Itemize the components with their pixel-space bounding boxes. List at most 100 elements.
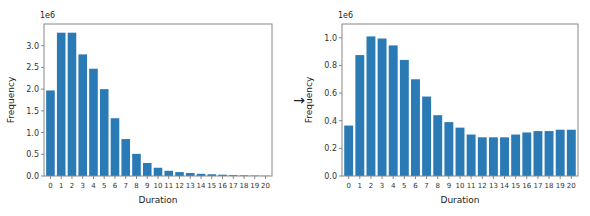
y-tick-label: 0.6 — [324, 89, 337, 98]
y-tick-label: 0.4 — [324, 117, 337, 126]
bar — [78, 54, 87, 176]
y-tick — [339, 176, 342, 177]
y-tick-label: 0.5 — [26, 150, 39, 159]
x-tick-label: 17 — [533, 182, 542, 190]
y-tick — [41, 67, 44, 68]
bar — [467, 135, 476, 176]
x-axis-label: Duration — [440, 195, 479, 205]
x-tick — [61, 176, 62, 179]
y-tick — [41, 176, 44, 177]
x-tick-label: 11 — [164, 182, 173, 190]
x-tick-label: 7 — [124, 182, 128, 190]
y-axis-label: Frequency — [6, 76, 16, 123]
bar — [411, 79, 420, 176]
x-tick — [211, 176, 212, 179]
x-tick-label: 19 — [250, 182, 259, 190]
x-tick-label: 20 — [261, 182, 270, 190]
bar — [533, 131, 542, 176]
bar — [433, 115, 442, 176]
x-tick — [93, 176, 94, 179]
x-tick-label: 10 — [154, 182, 163, 190]
bar — [57, 33, 66, 176]
bar — [556, 130, 565, 176]
x-tick-label: 2 — [70, 182, 74, 190]
bar — [175, 172, 184, 176]
x-tick — [504, 176, 505, 179]
x-tick — [348, 176, 349, 179]
y-axis-label: Frequency — [304, 76, 314, 123]
bar — [422, 97, 431, 176]
bar — [389, 45, 398, 176]
x-tick — [415, 176, 416, 179]
y-tick-label: 0.0 — [26, 172, 39, 181]
y-tick-label: 1.0 — [26, 129, 39, 138]
x-tick — [537, 176, 538, 179]
bar — [567, 130, 576, 176]
x-tick — [560, 176, 561, 179]
x-tick-label: 5 — [102, 182, 106, 190]
bar — [500, 137, 509, 176]
y-tick — [339, 120, 342, 121]
bar — [400, 60, 409, 176]
plot-frame — [44, 24, 272, 176]
x-tick-label: 1 — [59, 182, 63, 190]
x-tick — [571, 176, 572, 179]
x-tick-label: 14 — [197, 182, 206, 190]
x-tick — [71, 176, 72, 179]
y-tick-label: 0.0 — [324, 172, 337, 181]
x-tick — [493, 176, 494, 179]
bar — [545, 131, 554, 176]
x-tick — [179, 176, 180, 179]
x-axis-label: Duration — [138, 195, 177, 205]
x-tick — [82, 176, 83, 179]
x-tick-label: 8 — [134, 182, 138, 190]
x-tick-label: 0 — [48, 182, 52, 190]
x-tick — [244, 176, 245, 179]
x-tick-label: 11 — [467, 182, 476, 190]
bar — [121, 139, 130, 176]
x-tick — [233, 176, 234, 179]
x-tick-label: 0 — [346, 182, 350, 190]
x-tick-label: 7 — [424, 182, 428, 190]
x-tick — [393, 176, 394, 179]
x-tick-label: 12 — [478, 182, 487, 190]
y-tick — [339, 65, 342, 66]
bar — [68, 33, 77, 176]
x-tick-label: 1 — [358, 182, 362, 190]
bar — [132, 154, 141, 176]
x-tick — [526, 176, 527, 179]
y-tick-label: 0.8 — [324, 61, 337, 70]
y-tick-label: 3.0 — [26, 42, 39, 51]
y-tick — [339, 93, 342, 94]
x-tick-label: 12 — [175, 182, 184, 190]
x-tick-label: 19 — [556, 182, 565, 190]
x-tick — [549, 176, 550, 179]
bar — [378, 39, 387, 176]
x-tick — [437, 176, 438, 179]
y-tick — [339, 37, 342, 38]
x-tick — [265, 176, 266, 179]
x-tick-label: 10 — [456, 182, 465, 190]
x-tick-label: 15 — [207, 182, 216, 190]
x-tick-label: 16 — [218, 182, 227, 190]
chart-panel: 0.00.51.01.52.02.53.00123456789101112131… — [6, 11, 272, 205]
x-tick-label: 18 — [240, 182, 249, 190]
x-tick — [168, 176, 169, 179]
bars — [46, 33, 270, 176]
x-tick-label: 9 — [447, 182, 451, 190]
x-tick-label: 14 — [500, 182, 509, 190]
x-tick — [222, 176, 223, 179]
x-tick — [104, 176, 105, 179]
plot-frame — [342, 24, 578, 176]
x-tick — [426, 176, 427, 179]
x-tick-label: 4 — [91, 182, 96, 190]
x-tick-label: 20 — [567, 182, 576, 190]
chart-root: 0.00.51.01.52.02.53.00123456789101112131… — [0, 0, 590, 216]
x-tick — [460, 176, 461, 179]
bar — [366, 36, 375, 176]
bar — [89, 69, 98, 176]
x-tick-label: 13 — [186, 182, 195, 190]
y-tick-label: 0.2 — [324, 144, 337, 153]
x-tick-label: 6 — [113, 182, 118, 190]
bar — [489, 137, 498, 176]
